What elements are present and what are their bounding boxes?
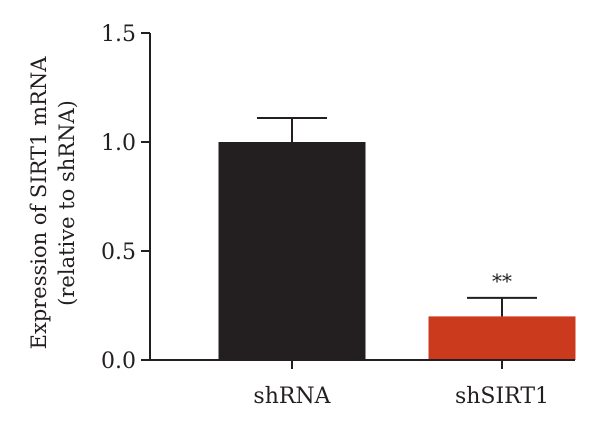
x-tick-label: shSIRT1 [455,384,549,409]
significance-label: ** [492,269,512,293]
y-tick-label: 0.5 [101,240,136,265]
y-tick-label: 0.0 [101,349,136,374]
plot-area: shRNA shSIRT1 ** 0.0 0.5 1.0 1.5 [101,22,576,409]
bar [428,316,576,360]
y-axis-title-line-1: Expression of SIRT1 mRNA [27,56,51,350]
y-tick-label: 1.0 [101,131,136,156]
y-axis-title: Expression of SIRT1 mRNA (relative to sh… [27,56,79,350]
x-tick-label: shRNA [253,384,331,409]
bar [218,142,366,360]
y-tick-label: 1.5 [101,22,136,47]
y-axis-title-line-2: (relative to shRNA) [55,100,79,306]
